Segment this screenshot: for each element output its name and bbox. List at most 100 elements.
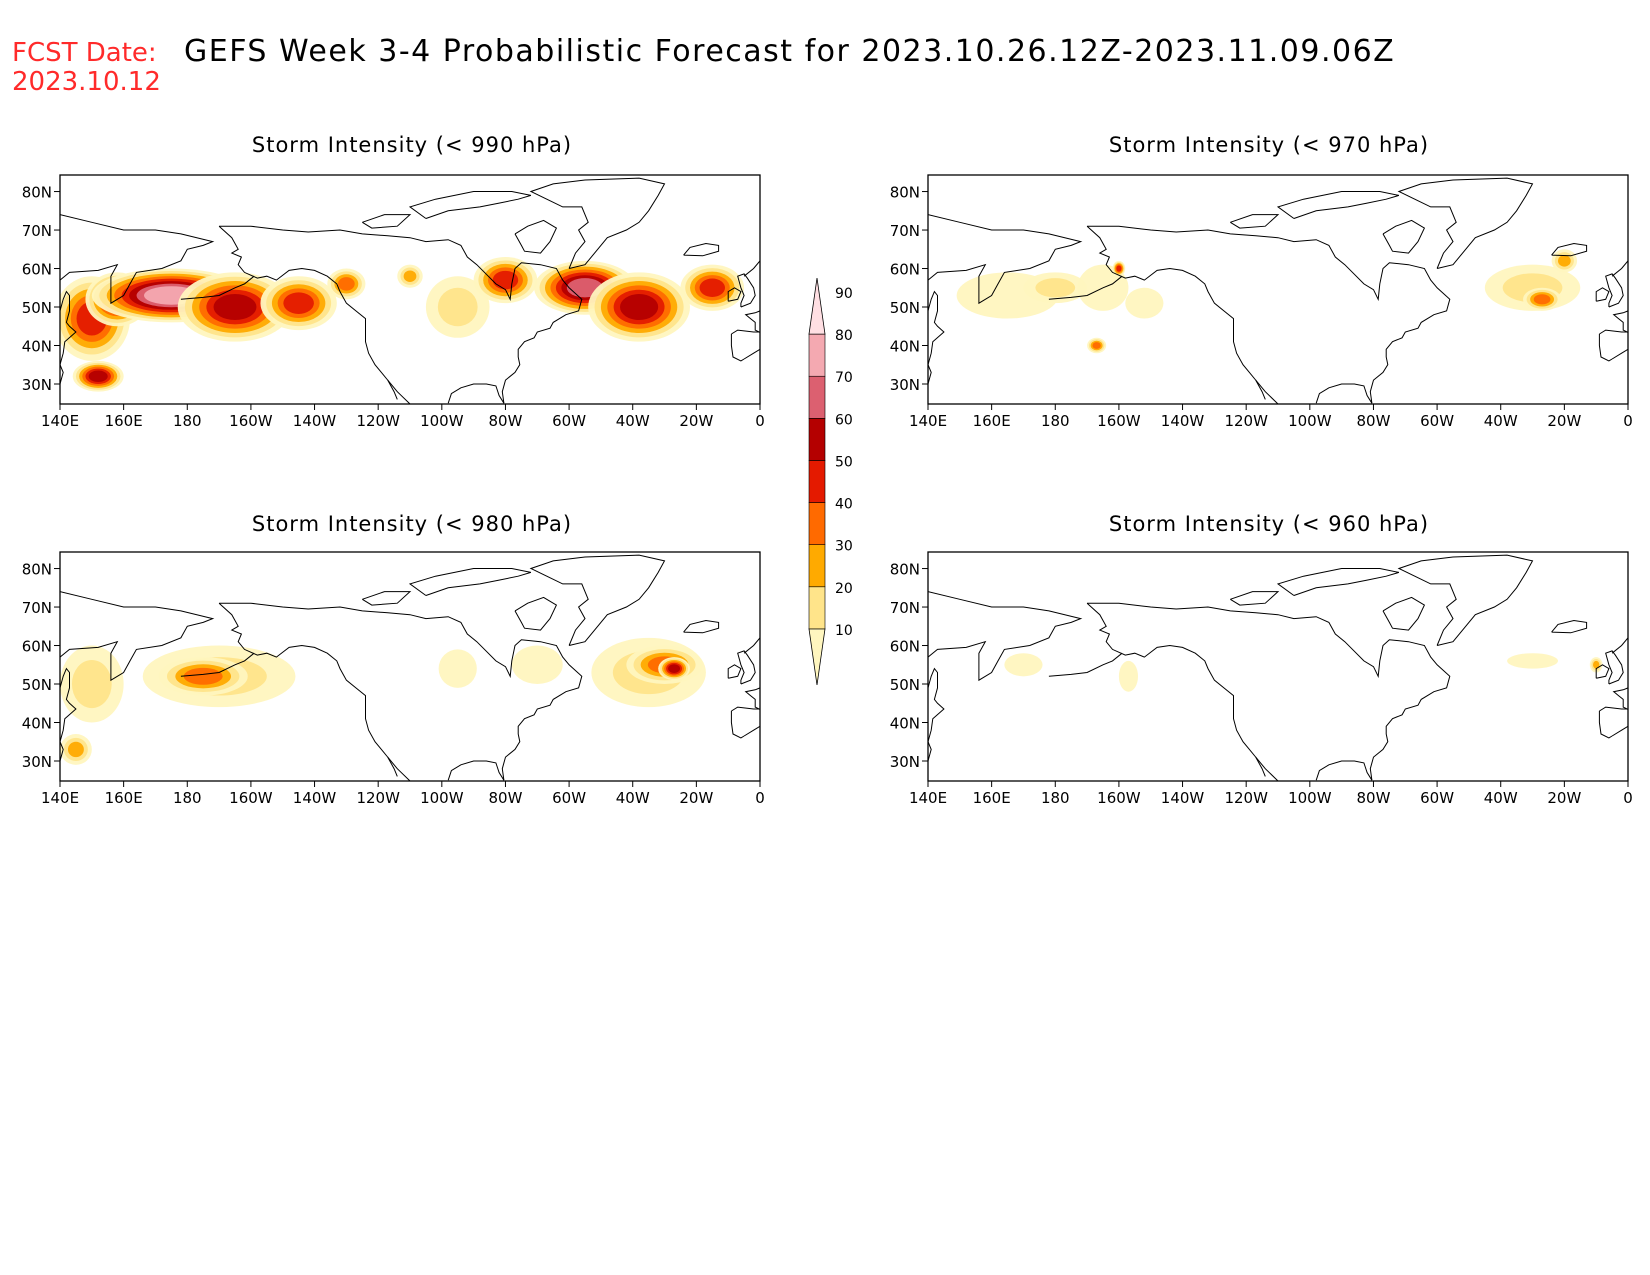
coastline	[60, 741, 64, 762]
coastline	[1599, 329, 1628, 335]
probability-area	[668, 664, 681, 673]
probability-area	[1035, 278, 1076, 298]
coastline	[737, 273, 756, 308]
lon-tick-label: 0	[1623, 789, 1633, 807]
probability-area	[338, 277, 355, 291]
coastline	[744, 687, 760, 710]
coastline	[727, 287, 742, 302]
coastline	[514, 219, 558, 254]
coastline	[408, 191, 532, 219]
map-field	[928, 554, 1628, 781]
lon-tick-label: 160W	[1097, 789, 1141, 807]
coastline	[1048, 652, 1123, 677]
lat-tick-label: 80N	[890, 561, 920, 579]
colorbar-swatch	[808, 277, 826, 335]
lon-tick-label: 120W	[1224, 412, 1268, 430]
coastline	[730, 711, 745, 739]
coastline	[1397, 177, 1534, 269]
probability-area	[1092, 342, 1101, 349]
lon-tick-label: 160E	[105, 789, 143, 807]
lon-tick-label: 0	[755, 412, 765, 430]
map-frame	[59, 174, 761, 405]
coastline	[60, 214, 215, 305]
coastline	[1230, 214, 1280, 229]
lon-tick-label: 0	[755, 789, 765, 807]
coastline	[1598, 334, 1613, 362]
coastline	[928, 741, 932, 762]
coastline	[1255, 756, 1279, 781]
coastline	[683, 619, 720, 634]
coastline	[743, 348, 760, 360]
coastline	[1382, 596, 1426, 631]
coastline	[744, 310, 760, 333]
map-frame	[927, 174, 1629, 405]
lat-tick-label: 50N	[22, 676, 52, 694]
probability-area	[1533, 294, 1551, 305]
lon-tick-label: 40W	[616, 789, 650, 807]
lon-tick-label: 20W	[679, 412, 713, 430]
panel-title-990: Storm Intensity (< 990 hPa)	[252, 133, 572, 157]
probability-area	[1507, 653, 1558, 669]
panel-title-970: Storm Intensity (< 970 hPa)	[1109, 133, 1429, 157]
lat-tick-label: 50N	[890, 676, 920, 694]
lat-tick-label: 40N	[22, 337, 52, 355]
coastline	[447, 383, 505, 404]
coastline	[1605, 650, 1624, 685]
colorbar-swatch	[808, 586, 826, 630]
lat-tick-label: 40N	[22, 714, 52, 732]
coastline	[928, 364, 932, 385]
probability-area	[699, 278, 725, 298]
map-panel-970: 80N 70N 60N 50N 40N 30N 140E 160E 180 160W 140W 120…	[890, 174, 1633, 430]
coastline	[1315, 760, 1373, 781]
lon-tick-label: 80W	[1356, 789, 1390, 807]
coastline	[219, 225, 583, 404]
lon-tick-label: 160E	[105, 412, 143, 430]
colorbar-label: 30	[835, 539, 853, 555]
map-frame	[59, 551, 761, 782]
coastline	[1086, 225, 1266, 400]
lon-tick-label: 60W	[552, 789, 586, 807]
map-panel-960: 80N 70N 60N 50N 40N 30N 140E 160E 180 160W 140W 120…	[890, 551, 1633, 807]
colorbar-swatch	[808, 418, 826, 461]
lat-tick-label: 80N	[890, 184, 920, 202]
lon-tick-label: 140W	[293, 789, 337, 807]
coastline	[529, 177, 666, 269]
probability-area	[403, 270, 417, 282]
lat-tick-label: 40N	[890, 714, 920, 732]
probability-area	[438, 649, 477, 688]
colorbar-swatch	[808, 544, 826, 588]
lon-tick-label: 160E	[973, 789, 1011, 807]
coastline	[683, 242, 720, 257]
coastline	[447, 760, 505, 781]
lon-tick-label: 160W	[1097, 412, 1141, 430]
coastline	[219, 602, 583, 781]
lat-tick-label: 30N	[22, 753, 52, 771]
coastline	[1611, 260, 1628, 277]
map-field	[60, 554, 760, 781]
coastline	[1230, 591, 1280, 606]
lat-tick-label: 70N	[22, 222, 52, 240]
lon-tick-label: 140E	[41, 789, 79, 807]
lat-tick-label: 30N	[22, 376, 52, 394]
coastline	[1276, 191, 1400, 219]
probability-area	[1116, 265, 1122, 272]
coastline	[180, 275, 255, 300]
map-frame	[927, 551, 1629, 782]
lat-tick-label: 70N	[22, 599, 52, 617]
lon-tick-label: 140W	[1161, 789, 1205, 807]
colorbar-label: 10	[835, 623, 853, 639]
colorbar-label: 60	[835, 412, 853, 428]
lon-tick-label: 100W	[1288, 412, 1332, 430]
coastline	[60, 364, 64, 385]
coastline	[1551, 242, 1588, 257]
colorbar: 10 20 30 40 50 60 70 80 90	[808, 277, 853, 686]
lon-tick-label: 60W	[1420, 789, 1454, 807]
coastline	[1611, 725, 1628, 737]
lon-tick-label: 140W	[1161, 412, 1205, 430]
panel-title-960: Storm Intensity (< 960 hPa)	[1109, 512, 1429, 536]
coastline	[1611, 637, 1628, 654]
coastline	[387, 756, 411, 781]
probability-area	[620, 294, 659, 321]
lon-tick-label: 160W	[229, 412, 273, 430]
lon-tick-label: 60W	[1420, 412, 1454, 430]
